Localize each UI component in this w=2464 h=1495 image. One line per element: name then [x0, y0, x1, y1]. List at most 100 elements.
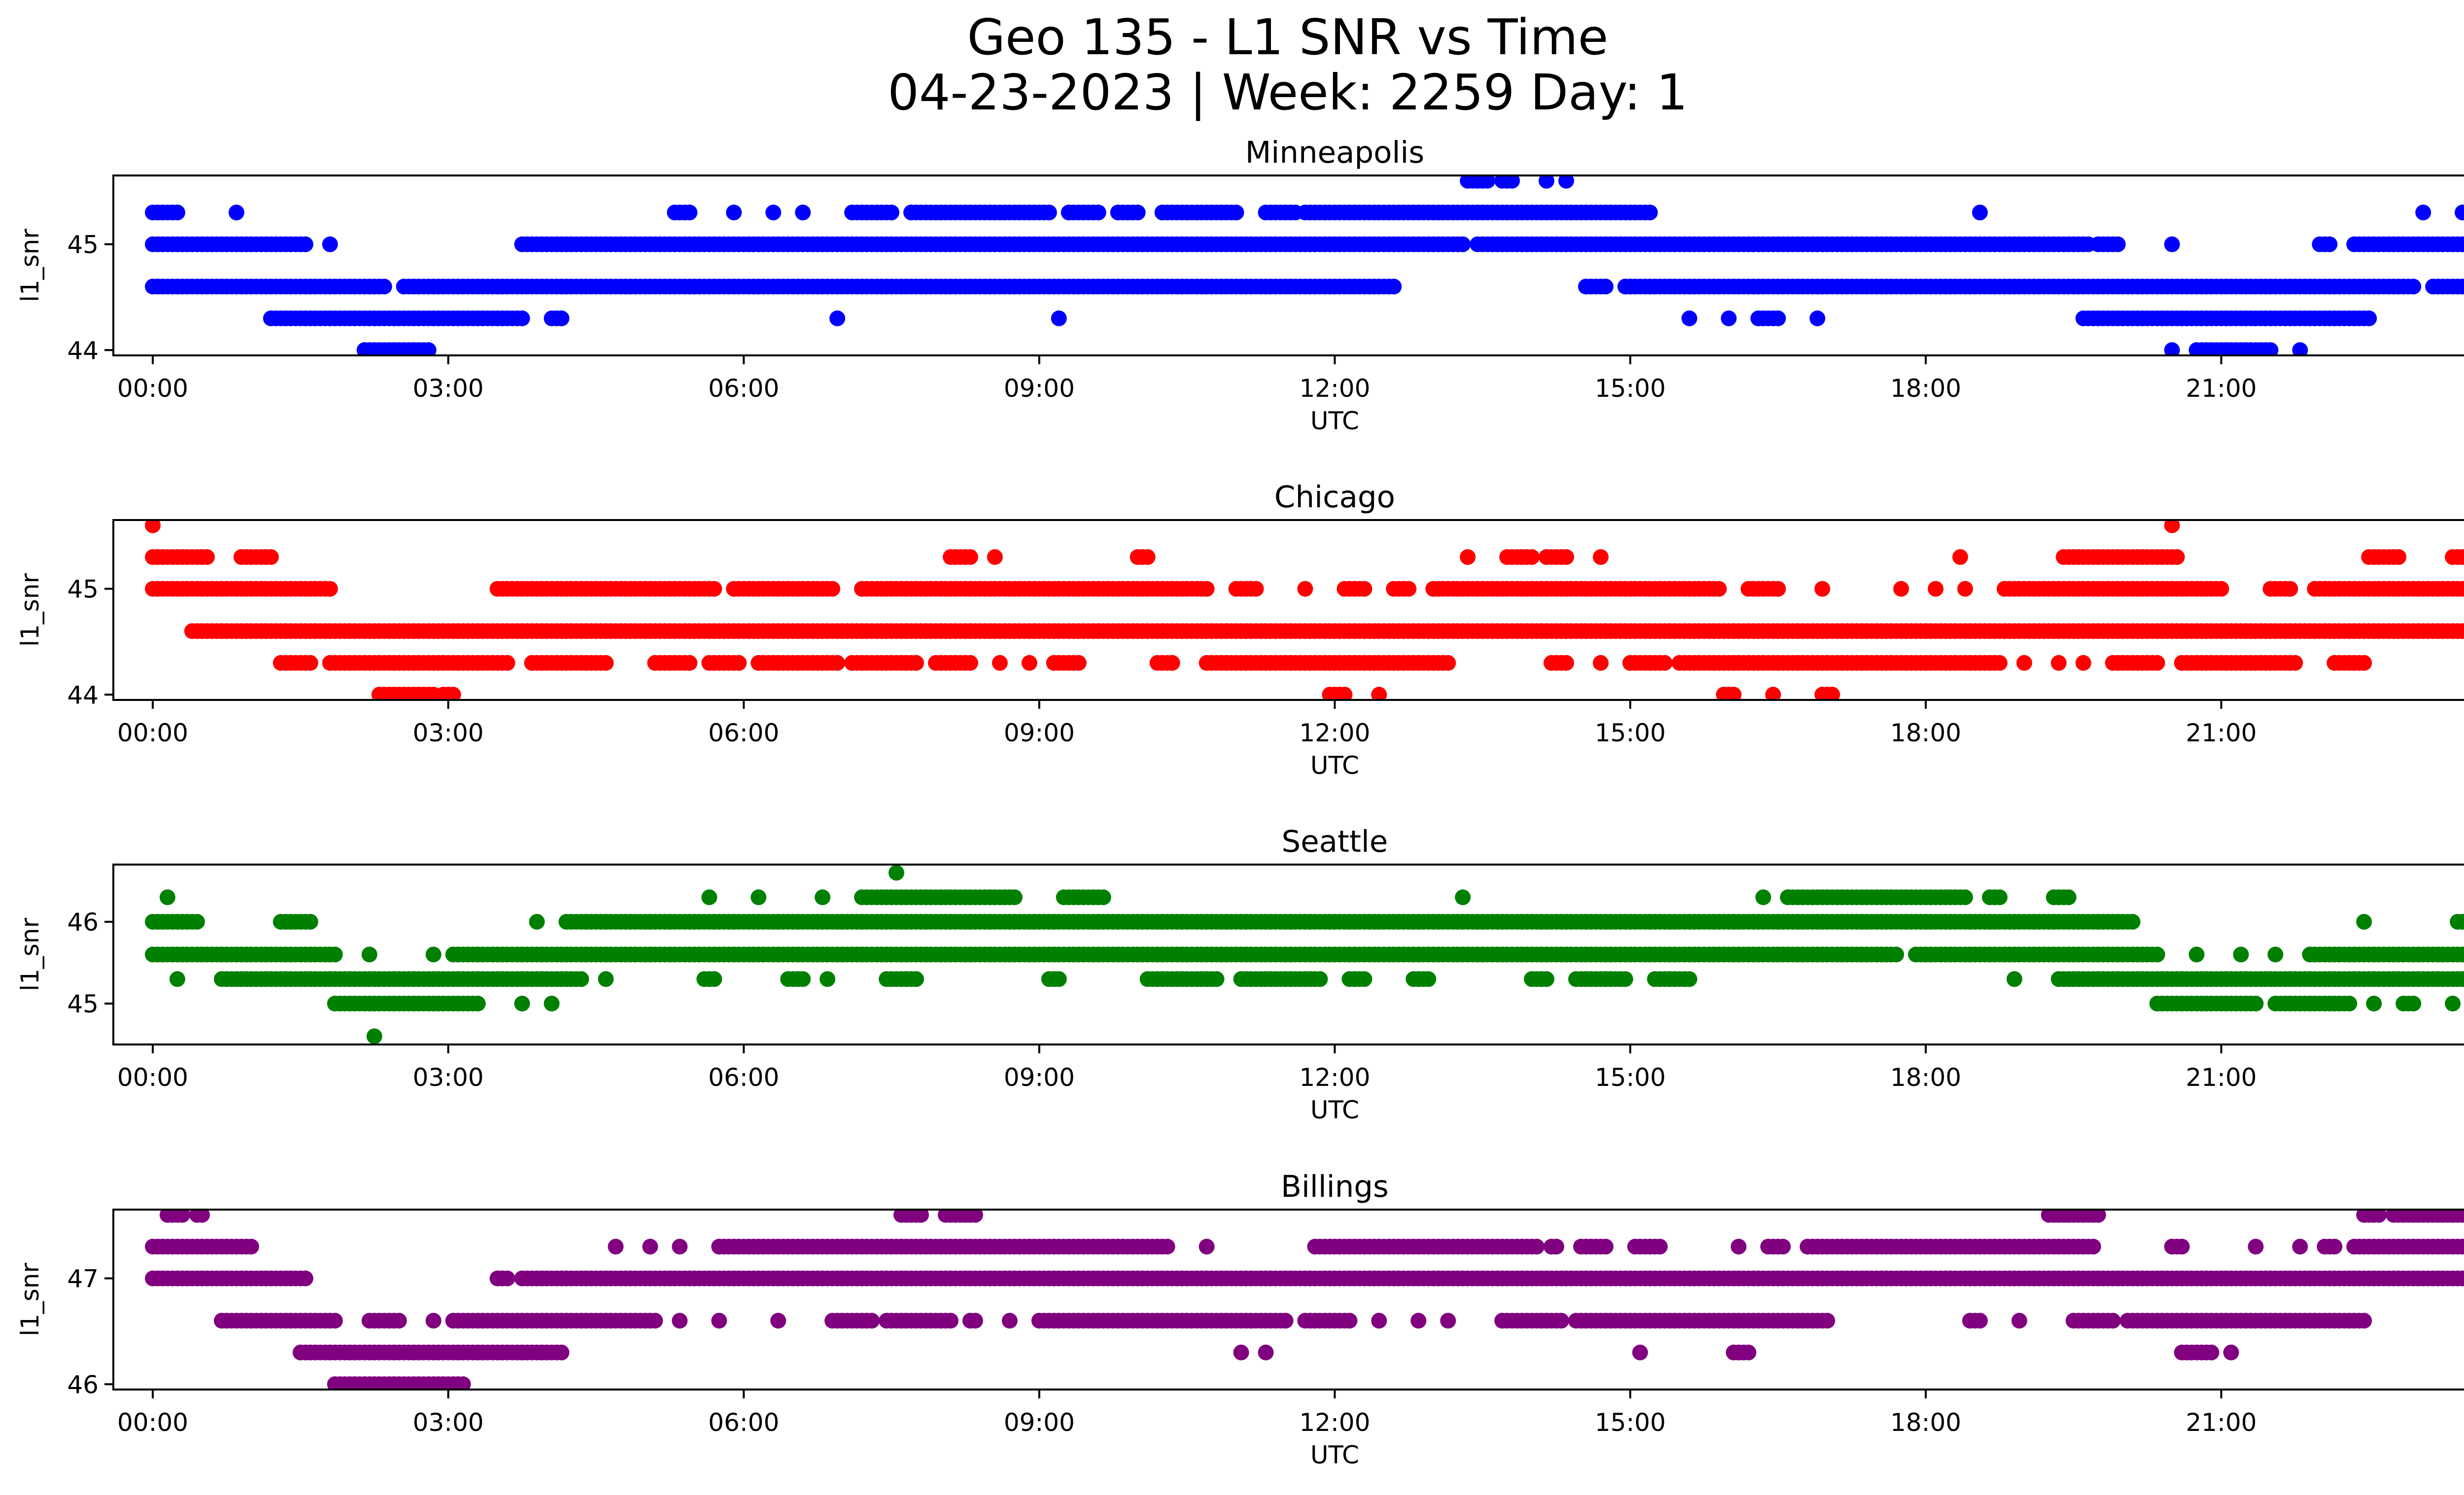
- data-point: [1731, 1239, 1746, 1255]
- subplot-title: Billings: [1281, 1169, 1389, 1204]
- data-point: [820, 971, 836, 987]
- data-point: [2460, 1271, 2464, 1286]
- data-point: [1957, 581, 1973, 597]
- x-tick-label: 09:00: [1004, 719, 1075, 747]
- x-tick-label: 18:00: [1890, 719, 1961, 747]
- data-point: [2011, 1313, 2027, 1329]
- data-point: [2460, 624, 2464, 638]
- data-point: [2322, 236, 2338, 252]
- x-tick-label: 03:00: [413, 1063, 484, 1092]
- data-point: [2327, 1239, 2343, 1255]
- x-tick-label: 00:00: [117, 1063, 188, 1092]
- data-point: [706, 971, 722, 987]
- data-point: [1258, 1344, 1274, 1360]
- data-point: [1972, 205, 1988, 221]
- data-point: [908, 655, 924, 671]
- data-point: [2460, 914, 2464, 929]
- figure-title-line-1: Geo 135 - L1 SNR vs Time: [967, 8, 1608, 66]
- data-point: [1617, 971, 1634, 987]
- data-point: [1991, 655, 2008, 671]
- data-point: [544, 996, 560, 1011]
- scatter-points: [145, 175, 2464, 355]
- data-point: [2164, 520, 2180, 533]
- x-tick-label: 09:00: [1004, 1408, 1075, 1437]
- data-point: [199, 549, 215, 565]
- data-point: [2445, 996, 2461, 1011]
- data-point: [2085, 1239, 2101, 1255]
- data-point: [1356, 581, 1372, 597]
- data-point: [1228, 205, 1244, 221]
- data-point: [2174, 1239, 2190, 1255]
- x-tick-label: 06:00: [708, 1063, 779, 1092]
- data-point: [322, 581, 338, 597]
- data-point: [2105, 1313, 2121, 1329]
- data-point: [1770, 310, 1786, 326]
- data-point: [1090, 205, 1106, 221]
- data-point: [499, 655, 515, 671]
- data-point: [263, 549, 279, 565]
- data-point: [2405, 996, 2422, 1011]
- data-point: [2356, 1313, 2372, 1329]
- data-point: [499, 1270, 515, 1286]
- data-point: [297, 1270, 313, 1286]
- data-point: [2248, 996, 2264, 1011]
- data-point: [327, 1313, 343, 1329]
- data-point: [2169, 549, 2185, 565]
- data-point: [2016, 655, 2032, 671]
- x-tick-label: 00:00: [117, 719, 188, 747]
- data-point: [174, 1210, 190, 1223]
- data-point: [2460, 582, 2464, 596]
- data-point: [701, 889, 718, 905]
- subplot-title: Chicago: [1274, 480, 1395, 515]
- data-point: [1006, 889, 1023, 905]
- data-point: [2292, 342, 2308, 355]
- x-tick-label: 09:00: [1004, 374, 1075, 403]
- y-tick-label: 44: [67, 681, 99, 709]
- data-point: [2455, 205, 2464, 221]
- data-point: [529, 914, 545, 930]
- data-point: [1198, 1239, 1215, 1255]
- subplot-title: Minneapolis: [1245, 135, 1425, 170]
- x-tick-label: 09:00: [1004, 1063, 1075, 1092]
- data-point: [1681, 971, 1698, 987]
- data-point: [1277, 1313, 1294, 1329]
- data-point: [1775, 1239, 1791, 1255]
- y-tick-label: 45: [67, 990, 99, 1018]
- data-point: [967, 1313, 983, 1329]
- data-point: [2203, 1344, 2220, 1360]
- data-point: [470, 996, 486, 1011]
- data-point: [598, 971, 614, 987]
- data-point: [1051, 971, 1067, 987]
- y-axis-label: l1_snr: [16, 229, 44, 302]
- data-point: [189, 914, 205, 930]
- x-tick-label: 03:00: [413, 1408, 484, 1437]
- x-tick-label: 21:00: [2186, 1408, 2257, 1437]
- data-point: [1455, 889, 1471, 905]
- data-point: [194, 1210, 210, 1223]
- data-point: [2292, 1239, 2308, 1255]
- data-point: [1356, 971, 1372, 987]
- x-axis-label: UTC: [1310, 751, 1359, 780]
- data-point: [1539, 175, 1555, 189]
- data-point: [2110, 236, 2126, 252]
- data-point: [2415, 205, 2431, 221]
- data-point: [1558, 549, 1574, 565]
- x-tick-label: 06:00: [708, 1408, 779, 1437]
- x-tick-label: 15:00: [1595, 719, 1666, 747]
- data-point: [1972, 1313, 1988, 1329]
- data-point: [913, 1210, 929, 1223]
- data-point: [1041, 205, 1057, 221]
- data-point: [2356, 655, 2372, 671]
- data-point: [992, 655, 1008, 671]
- data-point: [987, 549, 1003, 565]
- data-point: [2366, 996, 2382, 1011]
- data-point: [2060, 889, 2077, 905]
- data-point: [361, 946, 377, 963]
- data-point: [1420, 971, 1437, 987]
- data-point: [169, 205, 185, 221]
- y-tick-label: 47: [67, 1265, 99, 1293]
- data-point: [228, 205, 244, 221]
